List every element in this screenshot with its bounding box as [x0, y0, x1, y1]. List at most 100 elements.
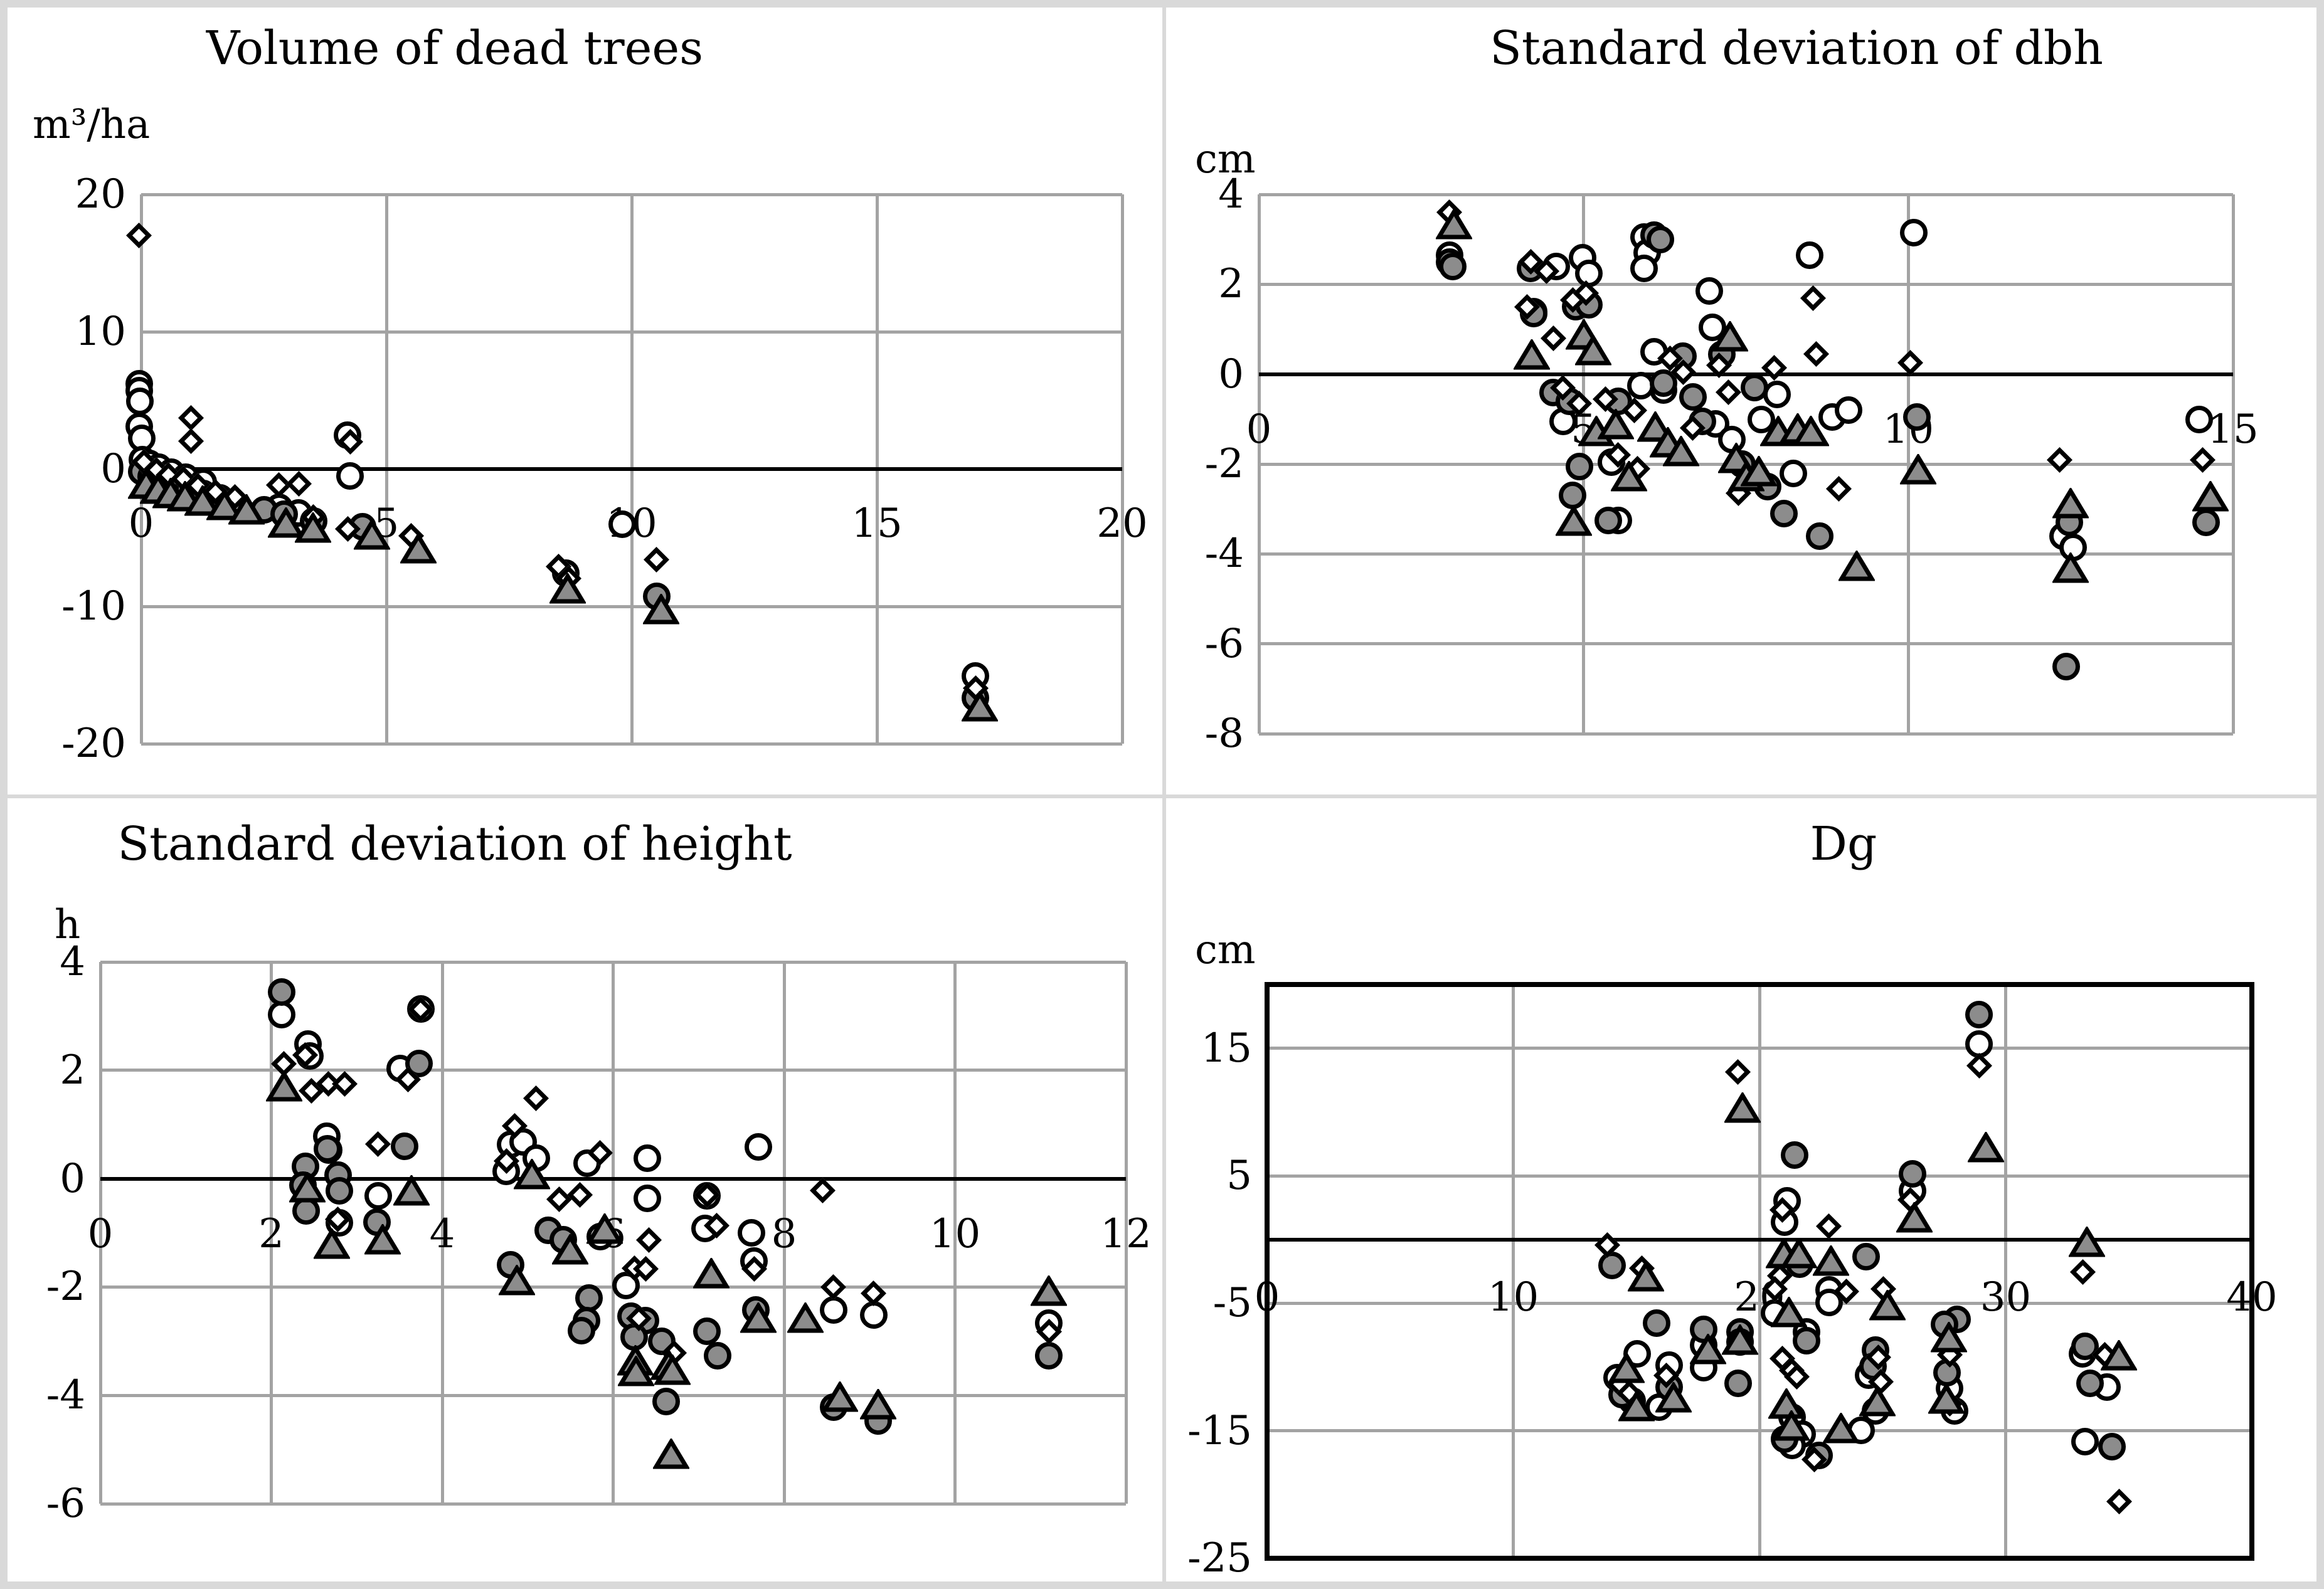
y-gridline	[1267, 1047, 2252, 1050]
gray-triangle-marker	[1899, 453, 1936, 485]
plot-border-bottom	[1265, 1556, 2254, 1561]
gray-circle-marker	[1965, 1000, 1993, 1028]
chart-panel-stddev-height: Standard deviation of height h 024681012…	[8, 798, 1162, 1581]
gray-circle-marker	[652, 1388, 680, 1416]
open-diamond-marker	[178, 405, 204, 431]
gray-triangle-marker	[693, 1257, 730, 1289]
y-gridline	[141, 604, 1122, 608]
gray-circle-marker	[1438, 252, 1467, 280]
gray-triangle-marker	[1780, 1238, 1817, 1269]
x-axis-tick-label: 0	[1254, 1274, 1280, 1321]
chart-panel-volume-dead-trees: Volume of dead trees m³/ha 0510152020100…	[8, 8, 1162, 794]
y-axis-unit-label: h	[55, 902, 81, 948]
open-circle-marker	[633, 1144, 661, 1172]
gray-triangle-marker	[1556, 505, 1593, 536]
x-axis-tick-label: 2	[258, 1211, 284, 1257]
open-diamond-marker	[523, 1085, 549, 1112]
y-gridline	[1259, 732, 2233, 736]
gray-triangle-marker	[1931, 1322, 1968, 1353]
gray-circle-marker	[1852, 1243, 1880, 1271]
gray-circle-marker	[1035, 1342, 1063, 1370]
plot-border-right	[2249, 982, 2254, 1561]
gray-circle-marker	[2076, 1369, 2104, 1397]
x-gridline	[1758, 985, 1761, 1558]
gray-triangle-marker	[1031, 1275, 1068, 1306]
gray-triangle-marker	[1618, 1391, 1655, 1422]
x-axis-tick-label: 0	[87, 1211, 114, 1257]
gray-circle-marker	[1647, 225, 1675, 253]
chart-panel-stddev-dbh: Standard deviation of dbh cm 0 5 10 15 4 2 0 -2…	[1166, 8, 2316, 794]
y-axis-tick-label: 4	[60, 939, 85, 985]
gray-triangle-marker	[1768, 1388, 1805, 1419]
chart-panel-dg: Dg cm 0 10 20 30 40 15 5 -5 -15 -25	[1166, 798, 2316, 1581]
y-gridline	[100, 1502, 1126, 1506]
zero-axis-line	[141, 467, 1122, 471]
open-diamond-marker	[331, 1070, 358, 1097]
gray-triangle-marker	[1575, 334, 1612, 366]
gray-triangle-marker	[206, 490, 243, 520]
gray-triangle-marker	[1968, 1132, 2005, 1163]
open-diamond-marker	[644, 546, 670, 573]
y-axis-unit-label: cm	[1195, 927, 1256, 973]
y-axis-tick-label: 0	[1218, 351, 1244, 398]
gray-circle-marker	[1594, 506, 1623, 534]
y-axis-tick-label: -6	[1204, 620, 1244, 667]
gray-triangle-marker	[1721, 1324, 1758, 1355]
gray-triangle-marker	[393, 1175, 430, 1206]
x-axis-tick-label: 0	[128, 500, 154, 547]
open-diamond-marker	[1803, 341, 1830, 367]
y-axis-unit-label: cm	[1195, 136, 1256, 182]
gray-circle-marker	[1770, 500, 1798, 527]
y-gridline	[100, 1069, 1126, 1072]
x-gridline	[1512, 985, 1515, 1558]
gray-triangle-marker	[1513, 339, 1550, 370]
gray-circle-marker	[1565, 452, 1593, 480]
x-axis-tick-label: 15	[2207, 406, 2259, 453]
gray-circle-marker	[567, 1317, 595, 1345]
x-axis-tick-label: 10	[929, 1211, 981, 1257]
y-axis-tick-label: -4	[46, 1372, 85, 1419]
gray-circle-marker	[267, 978, 295, 1006]
open-diamond-marker	[2069, 1259, 2096, 1285]
open-circle-marker	[744, 1133, 772, 1161]
x-axis-tick-label: 40	[2226, 1274, 2278, 1321]
y-axis-tick-label: 10	[75, 309, 126, 355]
y-axis-tick-label: -4	[1204, 531, 1244, 578]
zero-axis-line	[100, 1176, 1126, 1181]
x-gridline	[2004, 985, 2007, 1558]
gray-triangle-marker	[1662, 436, 1699, 467]
y-axis-tick-label: -20	[61, 721, 126, 767]
gray-triangle-marker	[2192, 480, 2229, 512]
open-diamond-marker	[1966, 1052, 1992, 1079]
y-axis-tick-label: -15	[1187, 1407, 1252, 1454]
y-axis-tick-label: 2	[1218, 261, 1244, 308]
open-circle-marker	[2071, 1428, 2099, 1456]
gray-triangle-marker	[1741, 456, 1778, 487]
chart-title: Standard deviation of height	[117, 817, 792, 871]
open-circle-marker	[738, 1218, 766, 1247]
gray-circle-marker	[390, 1132, 418, 1160]
gray-triangle-marker	[1724, 1092, 1761, 1123]
gray-triangle-marker	[1611, 460, 1648, 491]
gray-triangle-marker	[1637, 411, 1674, 442]
gray-triangle-marker	[740, 1302, 777, 1333]
x-gridline	[782, 962, 786, 1504]
y-axis-tick-label: -10	[61, 583, 126, 630]
gray-triangle-marker	[228, 494, 265, 525]
x-gridline	[2231, 194, 2235, 734]
x-axis-tick-label: 30	[1980, 1274, 2032, 1321]
x-gridline	[98, 962, 102, 1504]
gray-triangle-marker	[1822, 1412, 1859, 1444]
y-axis-tick-label: -8	[1204, 710, 1244, 757]
gray-triangle-marker	[1859, 1385, 1896, 1417]
gray-triangle-marker	[618, 1355, 655, 1386]
gray-circle-marker	[693, 1317, 721, 1346]
x-axis-tick-label: 4	[429, 1211, 455, 1257]
gray-circle-marker	[1780, 1141, 1808, 1169]
y-axis-tick-label: 4	[1218, 171, 1244, 218]
gray-triangle-marker	[400, 533, 437, 564]
open-circle-marker	[2185, 405, 2214, 433]
gray-triangle-marker	[2052, 487, 2089, 518]
zero-axis-line	[1267, 1237, 2252, 1242]
gray-circle-marker	[1741, 374, 1769, 402]
